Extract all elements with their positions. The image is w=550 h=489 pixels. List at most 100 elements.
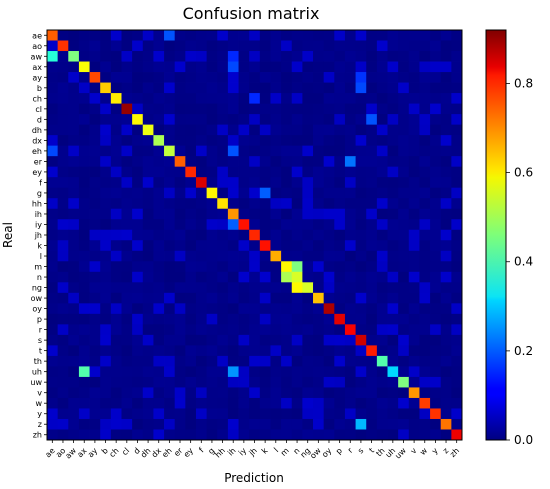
heatmap-cell-eh-uw (398, 145, 410, 157)
heatmap-cell-z-v (408, 418, 420, 430)
heatmap-cell-th-d (132, 355, 144, 367)
heatmap-cell-b-g (206, 82, 218, 94)
heatmap-cell-g-y (430, 187, 442, 199)
heatmap-cell-y-dh (142, 408, 154, 420)
heatmap-cell-ao-ay (89, 40, 101, 52)
heatmap-cell-s-zh (451, 334, 463, 346)
heatmap-cell-l-z (440, 250, 452, 262)
x-tick-label: oy (320, 446, 333, 459)
heatmap-cell-ih-z (440, 208, 452, 220)
heatmap-cell-v-uh (387, 387, 399, 399)
heatmap-cell-zh-t (366, 429, 378, 441)
heatmap-cell-y-zh (451, 408, 463, 420)
heatmap-cell-k-oy (323, 240, 335, 252)
heatmap-cell-zh-b (100, 429, 112, 441)
heatmap-cell-aw-b (100, 51, 112, 62)
heatmap-cell-uw-th (376, 376, 388, 388)
heatmap-cell-dh-hh (217, 124, 229, 136)
heatmap-cell-k-dx (153, 240, 165, 252)
heatmap-cell-eh-ey (185, 145, 197, 157)
heatmap-cell-th-s (355, 355, 367, 367)
heatmap-cell-y-ih (227, 408, 239, 420)
heatmap-cell-ow-dh (142, 292, 154, 304)
heatmap-cell-ae-aw (68, 30, 80, 41)
heatmap-cell-n-n (291, 271, 303, 283)
heatmap-cell-ay-ng (302, 72, 314, 83)
y-tick-label: ae (32, 31, 42, 40)
heatmap-cell-ih-ae (47, 208, 59, 220)
heatmap-cell-r-aw (68, 324, 80, 336)
heatmap-cell-l-b (100, 250, 112, 262)
heatmap-cell-b-hh (217, 82, 229, 94)
heatmap-cell-l-uh (387, 250, 399, 262)
heatmap-cell-k-m (281, 240, 293, 252)
heatmap-cell-uh-m (281, 366, 293, 378)
heatmap-cell-ih-g (206, 208, 218, 220)
heatmap-cell-v-oy (323, 387, 335, 399)
heatmap-cell-s-ey (185, 334, 197, 346)
heatmap-cell-w-jh (249, 397, 261, 409)
heatmap-cell-k-y (430, 240, 442, 252)
heatmap-cell-dh-y (430, 124, 442, 136)
heatmap-cell-m-hh (217, 261, 229, 273)
heatmap-cell-ow-ch (110, 292, 122, 304)
heatmap-cell-ch-p (334, 93, 346, 104)
heatmap-cell-f-g (206, 177, 218, 189)
heatmap-cell-ae-ae (47, 30, 59, 41)
heatmap-cell-ih-ay (89, 208, 101, 220)
heatmap-cell-th-l (270, 355, 282, 367)
heatmap-cell-oy-b (100, 303, 112, 315)
heatmap-cell-ch-d (132, 93, 144, 104)
heatmap-cell-r-dh (142, 324, 154, 336)
y-tick-label: ey (32, 168, 42, 177)
heatmap-cell-f-th (376, 177, 388, 189)
heatmap-cell-z-ow (313, 418, 325, 430)
heatmap-cell-ch-n (291, 93, 303, 104)
heatmap-cell-r-th (376, 324, 388, 336)
heatmap-cell-r-d (132, 324, 144, 336)
heatmap-cell-ao-aw (68, 40, 80, 52)
heatmap-cell-p-uw (398, 313, 410, 325)
heatmap-cell-jh-ay (89, 229, 101, 241)
heatmap-cell-v-dx (153, 387, 165, 399)
heatmap-cell-l-s (355, 250, 367, 262)
y-tick-label: t (39, 347, 42, 356)
heatmap-cell-d-er (174, 114, 186, 126)
heatmap-cell-ax-ng (302, 61, 314, 73)
x-tick-label: l (272, 446, 280, 454)
heatmap-cell-uw-d (132, 376, 144, 388)
heatmap-cell-ih-ow (313, 208, 325, 220)
heatmap-cell-jh-z (440, 229, 452, 241)
heatmap-cell-iy-ax (78, 219, 90, 231)
heatmap-cell-d-m (281, 114, 293, 126)
heatmap-cell-l-cl (121, 250, 133, 262)
heatmap-cell-n-zh (451, 271, 463, 283)
heatmap-cell-ax-iy (238, 61, 250, 73)
heatmap-cell-dh-l (270, 124, 282, 136)
heatmap-cell-ay-aw (68, 72, 80, 83)
heatmap-cell-hh-w (419, 198, 431, 210)
heatmap-cell-m-z (440, 261, 452, 273)
heatmap-cell-g-l (270, 187, 282, 199)
heatmap-cell-th-er (174, 355, 186, 367)
heatmap-cell-aw-er (174, 51, 186, 62)
heatmap-cell-hh-z (440, 198, 452, 210)
heatmap-cell-ao-d (132, 40, 144, 52)
heatmap-cell-ay-ay (89, 72, 101, 83)
heatmap-cell-r-ey (185, 324, 197, 336)
heatmap-cell-uw-ow (313, 376, 325, 388)
heatmap-cell-ey-uw (398, 166, 410, 178)
heatmap-cell-ey-ng (302, 166, 314, 178)
heatmap-cell-ng-uw (398, 282, 410, 294)
heatmap-cell-uh-ch (110, 366, 122, 378)
heatmap-cell-iy-y (430, 219, 442, 231)
heatmap-cell-oy-f (195, 303, 208, 315)
heatmap-cell-g-v (408, 187, 420, 199)
heatmap-cell-er-zh (451, 156, 463, 168)
heatmap-cell-ao-ch (110, 40, 122, 52)
heatmap-cell-zh-ih (227, 429, 239, 441)
x-tick-label: z (441, 446, 450, 455)
heatmap-cell-zh-hh (217, 429, 229, 441)
heatmap-cell-uh-dh (142, 366, 154, 378)
heatmap-cell-oy-g (206, 303, 218, 315)
